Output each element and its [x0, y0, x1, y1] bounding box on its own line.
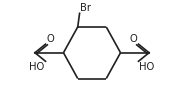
- Text: Br: Br: [80, 3, 91, 13]
- Text: HO: HO: [29, 62, 45, 72]
- Text: HO: HO: [139, 62, 155, 72]
- Text: O: O: [130, 34, 138, 44]
- Text: O: O: [46, 34, 54, 44]
